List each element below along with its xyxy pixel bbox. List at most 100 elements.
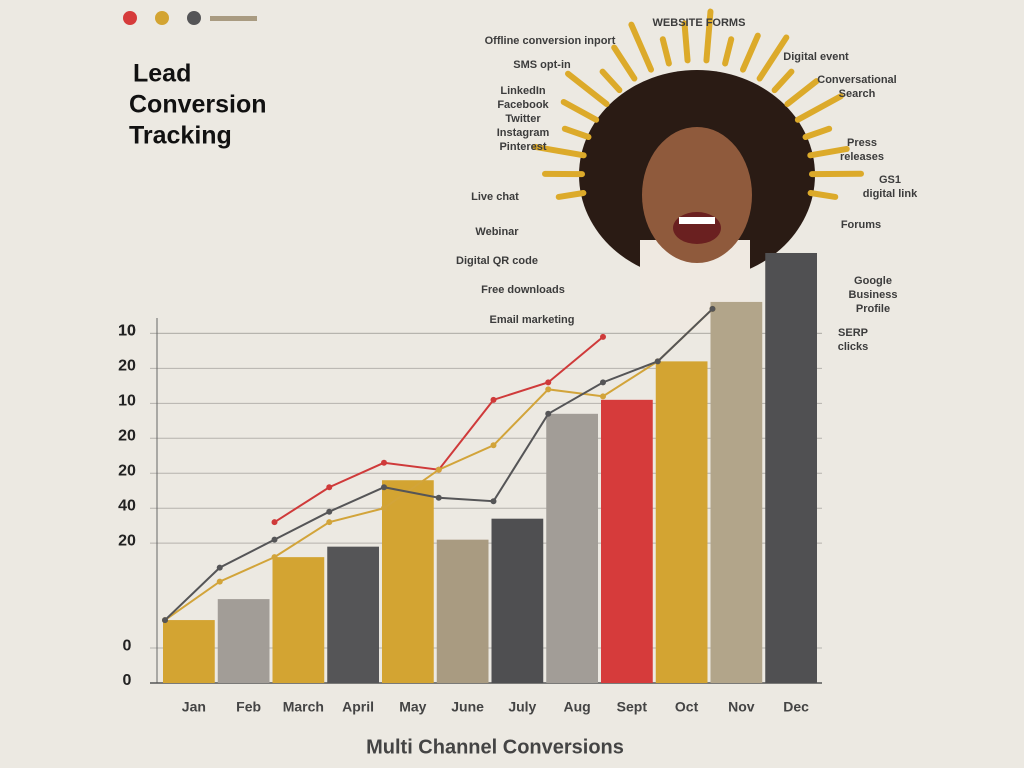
y-tick-label: 40 (118, 497, 136, 514)
y-tick-label: 20 (118, 358, 136, 375)
ray (565, 70, 610, 107)
chart-title: Lead (133, 60, 191, 88)
annotation: WEBSITE FORMS (653, 17, 746, 29)
point (709, 305, 716, 312)
x-tick-label: May (399, 699, 426, 715)
annotation: Search (839, 88, 876, 100)
annotation: Press (847, 137, 877, 149)
annotation: GS1 (879, 174, 901, 186)
point (162, 617, 168, 624)
point (545, 386, 552, 393)
x-tick-label: Nov (728, 699, 755, 715)
x-tick-label: Oct (675, 699, 699, 715)
x-tick-label: Aug (563, 699, 590, 715)
point (271, 554, 278, 561)
ray (532, 143, 587, 159)
point (435, 466, 442, 473)
y-tick-label: 10 (118, 323, 136, 340)
point (326, 519, 333, 526)
annotation: Forums (841, 219, 881, 231)
ray (659, 36, 672, 67)
bar (765, 252, 817, 683)
ray (681, 20, 691, 64)
annotation: SERP (838, 327, 868, 339)
point (216, 578, 223, 585)
x-tick-label: March (283, 699, 324, 715)
annotation: Digital QR code (456, 255, 538, 267)
dot (155, 11, 169, 25)
bar (327, 546, 379, 683)
bar (272, 557, 325, 683)
annotation: clicks (838, 341, 869, 353)
x-tick-label: Dec (783, 699, 809, 715)
ray (794, 93, 844, 123)
bar (382, 480, 434, 683)
bar (491, 518, 544, 683)
point (381, 484, 387, 491)
annotation: Live chat (471, 191, 519, 203)
ray (807, 145, 850, 159)
ray (561, 125, 592, 141)
chart-title: Conversion (129, 91, 267, 119)
annotation: Facebook (497, 99, 549, 111)
ray (611, 44, 638, 82)
y-tick-label: 10 (118, 323, 136, 340)
ray (802, 125, 833, 141)
annotation: digital link (863, 188, 918, 200)
x-tick-label: Sept (617, 699, 648, 715)
annotation: Twitter (505, 113, 541, 125)
point (490, 396, 497, 403)
point (600, 393, 606, 400)
rays (532, 8, 864, 200)
x-tick-label: June (451, 699, 484, 715)
bar-decoration (210, 16, 257, 21)
ray (784, 78, 820, 107)
point (490, 498, 497, 505)
bar (710, 301, 763, 683)
dot (123, 11, 137, 25)
ray (771, 68, 795, 94)
bar (601, 399, 653, 683)
annotation: SMS opt-in (513, 59, 571, 71)
point (600, 379, 606, 386)
ray (560, 98, 600, 123)
dot (187, 11, 201, 25)
ray (807, 189, 839, 200)
y-tick-label: 20 (118, 427, 136, 444)
ray (703, 8, 714, 64)
annotation: Webinar (475, 226, 519, 238)
annotation: Free downloads (481, 284, 565, 296)
annotation: Pinterest (499, 141, 546, 153)
annotation: Google (854, 275, 892, 287)
annotation: Offline conversion inport (485, 35, 616, 47)
bar (163, 620, 215, 683)
point (490, 442, 497, 449)
ray (756, 34, 790, 82)
y-tick-label: 20 (118, 462, 136, 479)
bar (436, 539, 489, 683)
x-tick-label: April (342, 699, 374, 715)
x-axis-title: Multi Channel Conversions (366, 736, 624, 758)
point (271, 519, 278, 526)
point (545, 410, 552, 417)
point (545, 379, 552, 386)
ray (722, 36, 735, 67)
point (326, 508, 333, 515)
bar (217, 599, 270, 683)
annotation: Business (849, 289, 898, 301)
x-tick-label: Feb (236, 699, 261, 715)
point (271, 536, 278, 543)
point (600, 333, 606, 340)
ray (599, 68, 623, 94)
point (654, 358, 661, 365)
annotation: Instagram (497, 127, 550, 139)
annotation: Profile (856, 303, 890, 315)
point (381, 505, 387, 512)
y-tick-label: 0 (123, 672, 132, 689)
x-tick-label: Jan (182, 699, 206, 715)
annotation: Digital event (783, 51, 849, 63)
point (326, 484, 333, 491)
point (435, 494, 442, 501)
x-tick-label: July (508, 699, 536, 715)
